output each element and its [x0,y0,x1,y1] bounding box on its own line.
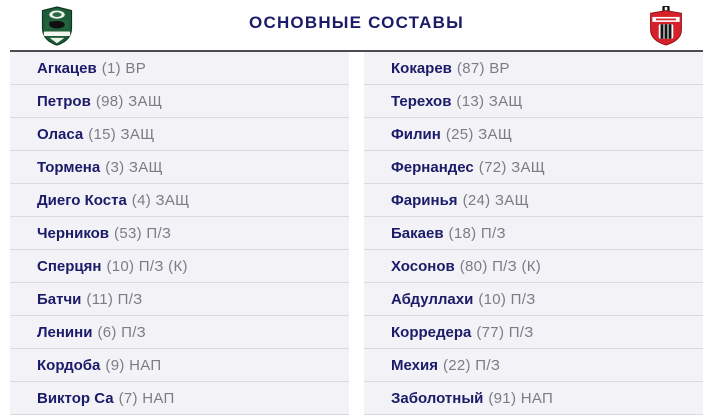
player-number-position: (77) П/З [476,323,534,341]
player-name[interactable]: Батчи [37,290,82,308]
player-name[interactable]: Заболотный [391,389,484,407]
player-name[interactable]: Оласа [37,125,84,143]
player-row: Терехов (13) ЗАЩ [364,85,703,118]
player-name[interactable]: Абдуллахи [391,290,474,308]
player-number-position: (80) П/З (К) [459,257,542,275]
player-number-position: (9) НАП [105,356,162,374]
player-number-position: (98) ЗАЩ [95,92,163,110]
player-name[interactable]: Ленини [37,323,93,341]
player-name[interactable]: Фернандес [391,158,474,176]
player-name[interactable]: Фаринья [391,191,458,209]
player-name[interactable]: Тормена [37,158,101,176]
player-name[interactable]: Филин [391,125,441,143]
player-row: Абдуллахи (10) П/З [364,283,703,316]
home-team-lineup: Агкацев (1) ВР Петров (98) ЗАЩ Оласа (15) З… [10,52,349,415]
player-name[interactable]: Агкацев [37,59,97,77]
player-row: Бакаев (18) П/З [364,217,703,250]
lineup-columns: Агкацев (1) ВР Петров (98) ЗАЩ Оласа (15) З… [10,52,703,415]
player-row: Агкацев (1) ВР [10,52,349,85]
player-number-position: (7) НАП [118,389,175,407]
player-name[interactable]: Кокарев [391,59,452,77]
player-number-position: (11) П/З [86,290,143,308]
player-name[interactable]: Терехов [391,92,452,110]
player-row: Батчи (11) П/З [10,283,349,316]
player-number-position: (18) П/З [448,224,506,242]
page-title: ОСНОВНЫЕ СОСТАВЫ [249,13,464,32]
player-number-position: (22) П/З [442,356,501,374]
player-row: Заболотный (91) НАП [364,382,703,415]
player-row: Сперцян (10) П/З (К) [10,250,349,283]
player-row: Корредера (77) П/З [364,316,703,349]
fc-krasnodar-crest-icon [38,6,76,46]
player-number-position: (3) ЗАЩ [105,158,163,176]
player-name[interactable]: Корредера [391,323,472,341]
player-name[interactable]: Черников [37,224,110,242]
player-number-position: (4) ЗАЩ [131,191,190,209]
player-name[interactable]: Бакаев [391,224,444,242]
fc-khimki-crest-icon [646,6,686,46]
player-row: Кордоба (9) НАП [10,349,349,382]
player-number-position: (91) НАП [488,389,554,407]
player-number-position: (72) ЗАЩ [478,158,546,176]
player-row: Хосонов (80) П/З (К) [364,250,703,283]
player-row: Фаринья (24) ЗАЩ [364,184,703,217]
player-number-position: (1) ВР [101,59,147,77]
player-name[interactable]: Хосонов [391,257,455,275]
player-number-position: (10) П/З (К) [106,257,188,275]
player-row: Диего Коста (4) ЗАЩ [10,184,349,217]
away-team-lineup: Кокарев (87) ВР Терехов (13) ЗАЩ Филин (25)… [364,52,703,415]
player-row: Кокарев (87) ВР [364,52,703,85]
player-row: Ленини (6) П/З [10,316,349,349]
player-number-position: (10) П/З [478,290,536,308]
player-name[interactable]: Петров [37,92,91,110]
player-row: Филин (25) ЗАЩ [364,118,703,151]
player-number-position: (6) П/З [97,323,147,341]
header: ОСНОВНЫЕ СОСТАВЫ [0,0,713,50]
player-number-position: (87) ВР [456,59,510,77]
player-row: Фернандес (72) ЗАЩ [364,151,703,184]
player-name[interactable]: Виктор Са [37,389,114,407]
player-row: Виктор Са (7) НАП [10,382,349,415]
header-divider [10,50,703,52]
player-number-position: (15) ЗАЩ [88,125,155,143]
player-name[interactable]: Мехия [391,356,438,374]
player-name[interactable]: Диего Коста [37,191,127,209]
player-name[interactable]: Кордоба [37,356,101,374]
player-row: Мехия (22) П/З [364,349,703,382]
player-row: Петров (98) ЗАЩ [10,85,349,118]
player-number-position: (25) ЗАЩ [445,125,513,143]
player-row: Оласа (15) ЗАЩ [10,118,349,151]
player-row: Черников (53) П/З [10,217,349,250]
player-row: Тормена (3) ЗАЩ [10,151,349,184]
player-number-position: (24) ЗАЩ [462,191,529,209]
player-number-position: (13) ЗАЩ [456,92,523,110]
player-name[interactable]: Сперцян [37,257,102,275]
player-number-position: (53) П/З [114,224,172,242]
